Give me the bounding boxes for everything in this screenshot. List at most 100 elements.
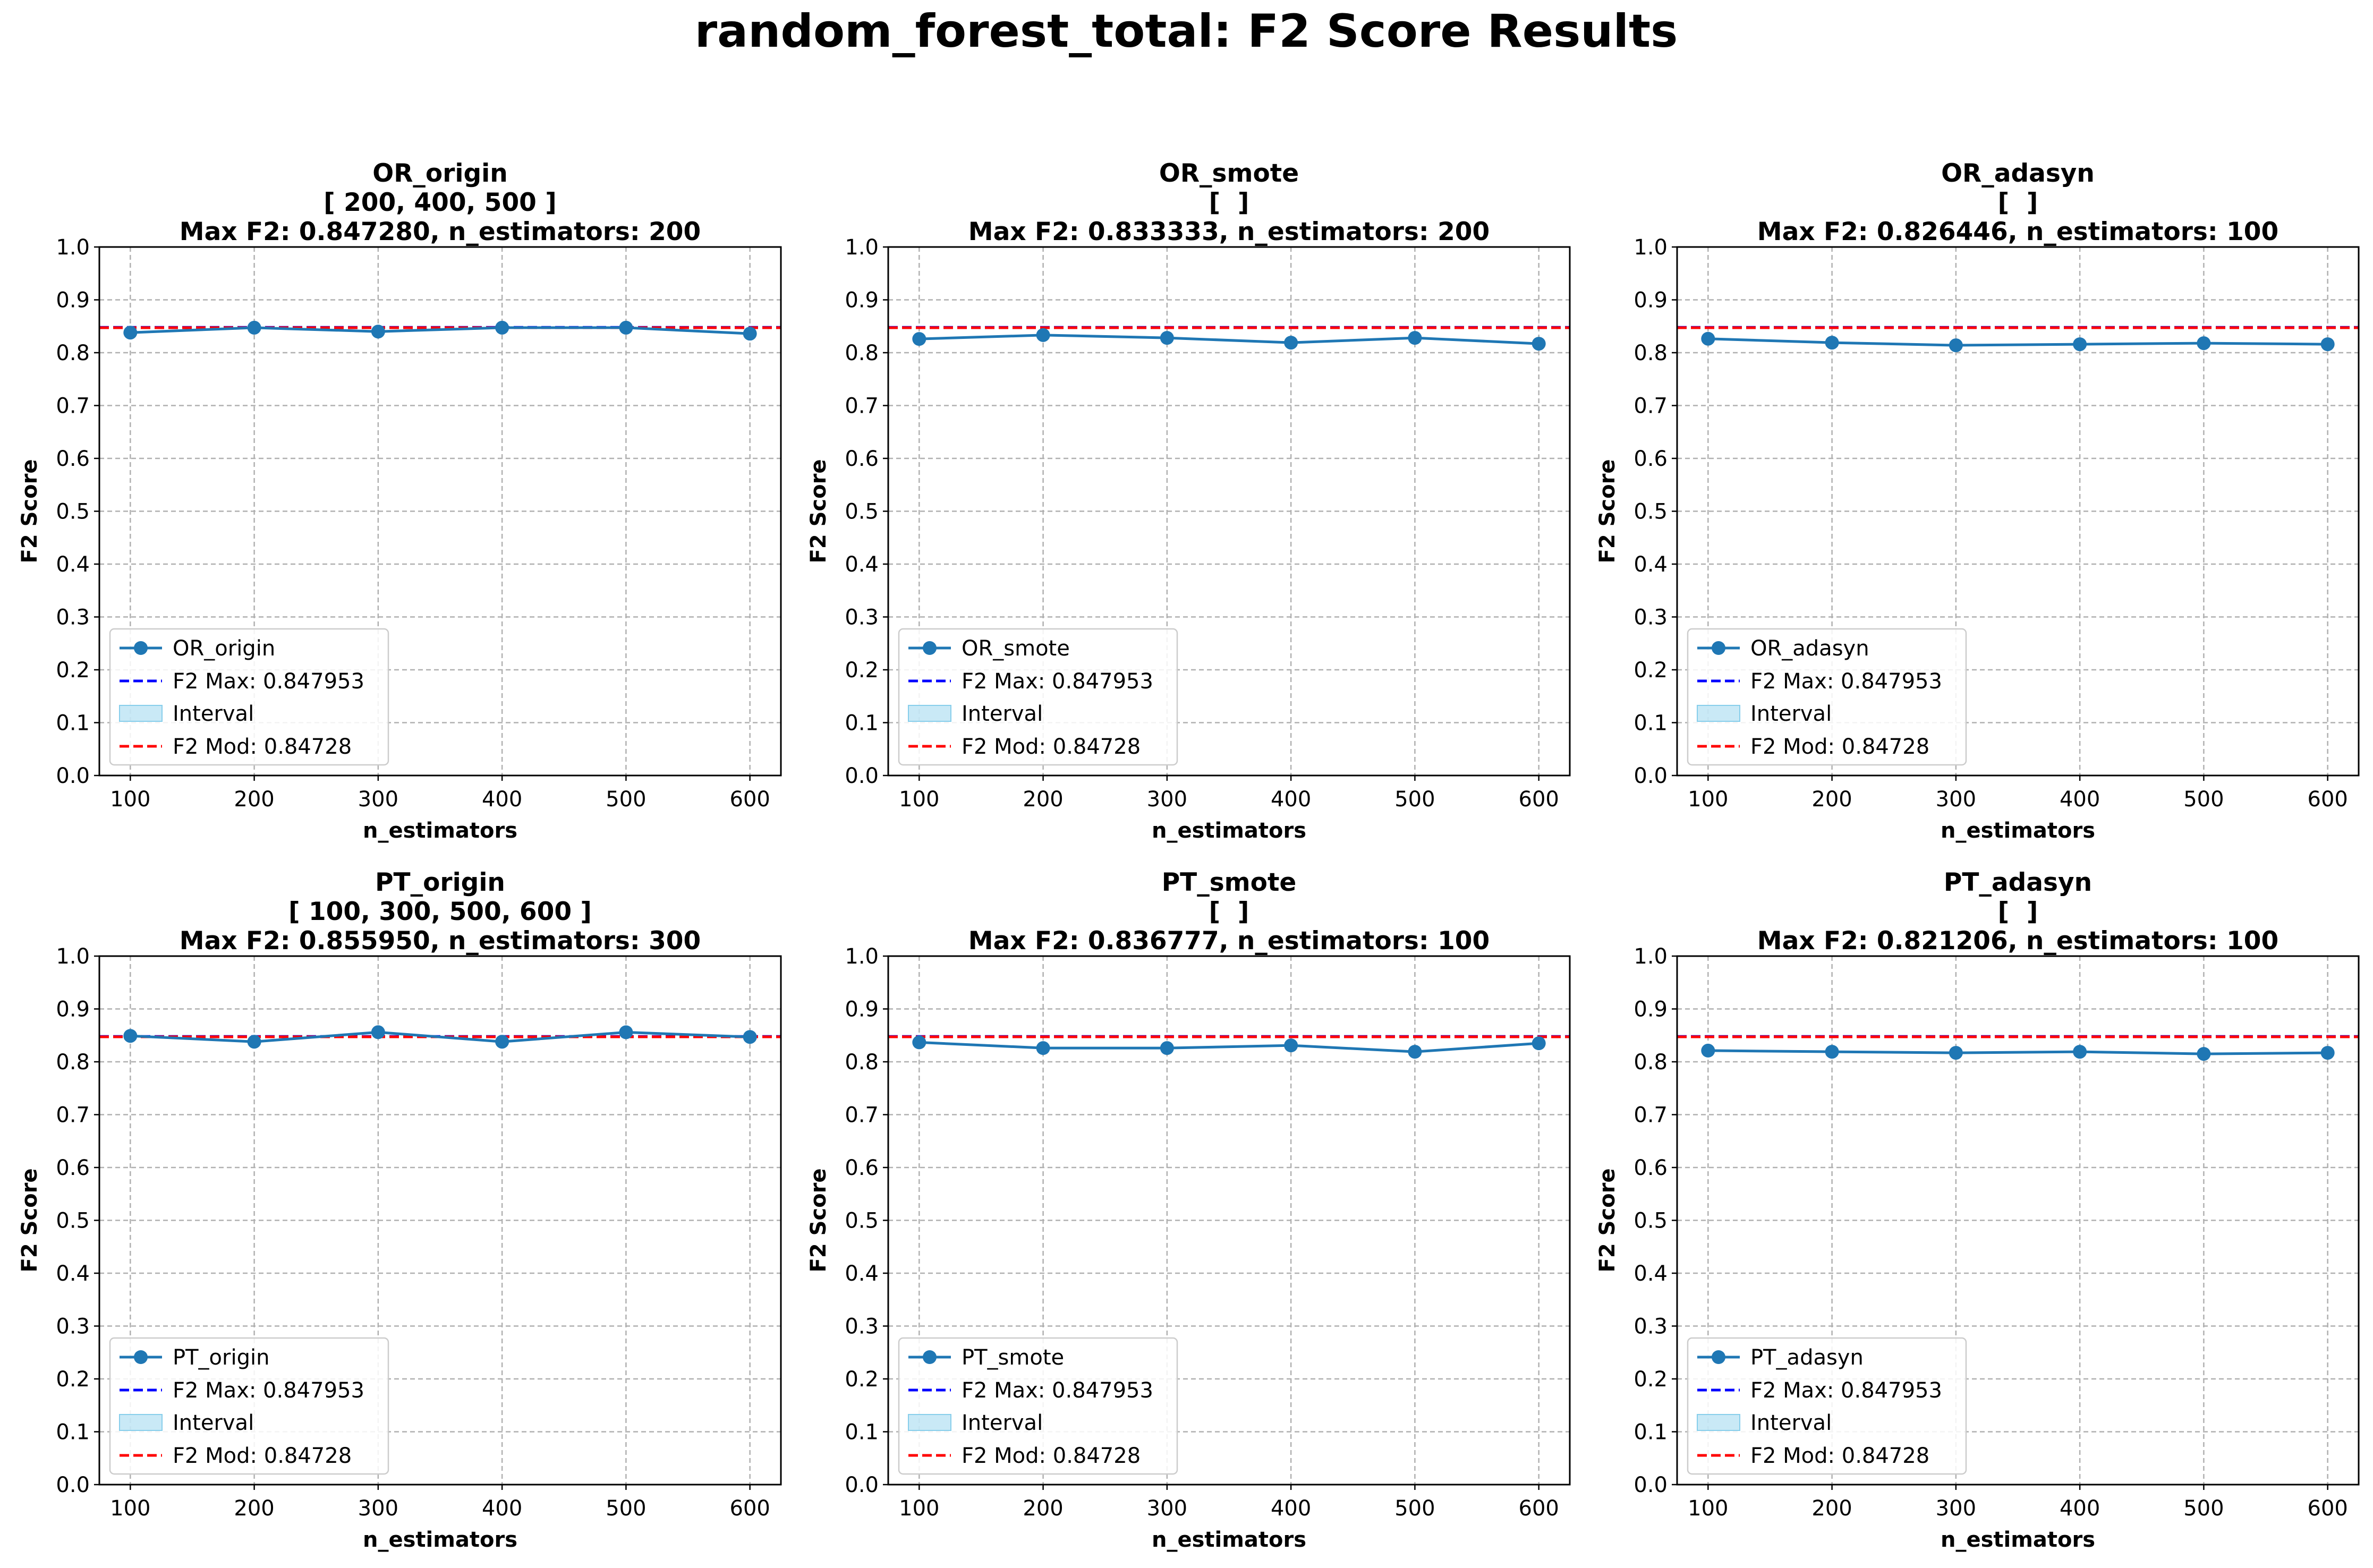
y-tick-label: 0.3 <box>845 1315 879 1339</box>
x-tick-label: 600 <box>1519 787 1559 812</box>
data-point <box>123 1029 138 1043</box>
x-tick-label: 200 <box>234 787 274 812</box>
subplot-subtitle: [ ] <box>1209 188 1249 217</box>
subplot-subtitle: [ ] <box>1209 897 1249 926</box>
x-tick-label: 100 <box>899 787 939 812</box>
data-point <box>2197 1047 2211 1061</box>
data-point <box>1701 1043 1715 1058</box>
legend-series-label: OR_smote <box>962 636 1070 661</box>
y-tick-label: 0.2 <box>56 1367 90 1392</box>
data-point <box>912 332 926 346</box>
legend: PT_origin F2 Max: 0.847953 Interval F2 Mod:… <box>109 1337 389 1475</box>
legend-series-marker <box>1712 1350 1725 1364</box>
y-tick-label: 0.9 <box>845 998 879 1022</box>
x-tick-label: 100 <box>899 1496 939 1521</box>
legend-series-label: PT_smote <box>962 1345 1064 1370</box>
y-tick-label: 0.0 <box>1634 764 1668 788</box>
y-tick-label: 0.4 <box>1634 552 1668 577</box>
x-tick-label: 500 <box>1394 787 1435 812</box>
x-tick-label: 200 <box>1023 787 1063 812</box>
y-tick-label: 0.6 <box>56 1156 90 1180</box>
y-tick-label: 0.5 <box>56 500 90 524</box>
subplot-OR_smote: OR_smote[ ]Max F2: 0.833333, n_estimator… <box>806 159 1571 843</box>
series-line <box>919 1041 1539 1053</box>
series-line <box>919 334 1539 345</box>
x-tick-label: 400 <box>2060 1496 2100 1521</box>
axes-frame <box>1676 246 2360 777</box>
x-tick-label: 100 <box>1688 1496 1728 1521</box>
legend-interval-swatch <box>908 705 951 722</box>
axes-frame <box>887 246 1571 777</box>
x-tick-label: 500 <box>1394 1496 1435 1521</box>
legend: OR_smote F2 Max: 0.847953 Interval F2 Mod: … <box>898 628 1178 766</box>
y-tick-label: 0.1 <box>56 711 90 736</box>
legend-f2-max-label: F2 Max: 0.847953 <box>1750 1378 1942 1403</box>
subplot-title: OR_origin <box>372 159 507 188</box>
y-tick-label: 0.2 <box>845 658 879 683</box>
y-tick-label: 0.9 <box>1634 998 1668 1022</box>
x-tick-label: 600 <box>1519 1496 1559 1521</box>
y-tick-label: 0.6 <box>845 1156 879 1180</box>
subplot-max-label: Max F2: 0.847280, n_estimators: 200 <box>180 217 701 246</box>
y-tick-label: 0.8 <box>1634 341 1668 365</box>
y-tick-label: 0.0 <box>845 764 879 788</box>
x-tick-label: 500 <box>606 1496 646 1521</box>
y-tick-label: 0.1 <box>1634 711 1668 736</box>
y-axis-label: F2 Score <box>806 459 831 564</box>
legend-series-label: PT_origin <box>173 1345 269 1370</box>
y-tick-label: 0.7 <box>845 1103 879 1128</box>
data-point <box>1949 1046 1963 1060</box>
x-tick-label: 200 <box>234 1496 274 1521</box>
legend-f2-max-label: F2 Max: 0.847953 <box>962 669 1153 694</box>
legend-series-marker <box>134 641 148 655</box>
y-tick-label: 1.0 <box>56 235 90 260</box>
data-point <box>1160 331 1174 345</box>
subplot-OR_adasyn: OR_adasyn[ ]Max F2: 0.826446, n_estimato… <box>1595 159 2360 843</box>
data-point <box>1036 328 1050 342</box>
y-tick-label: 0.2 <box>1634 658 1668 683</box>
y-tick-label: 0.1 <box>845 1420 879 1445</box>
y-tick-label: 1.0 <box>845 235 879 260</box>
y-tick-label: 0.3 <box>56 1315 90 1339</box>
y-tick-label: 0.0 <box>56 1473 90 1497</box>
x-axis-label: n_estimators <box>1941 819 2095 843</box>
data-point <box>1532 1036 1546 1051</box>
y-tick-label: 0.4 <box>845 552 879 577</box>
y-axis-label: F2 Score <box>1595 459 1620 564</box>
y-tick-label: 0.7 <box>56 394 90 419</box>
y-tick-label: 0.8 <box>56 1050 90 1075</box>
x-axis-label: n_estimators <box>1152 1528 1306 1552</box>
legend: OR_origin F2 Max: 0.847953 Interval F2 Mod:… <box>109 628 389 766</box>
x-tick-label: 600 <box>730 787 770 812</box>
y-tick-label: 0.3 <box>1634 1315 1668 1339</box>
data-point <box>1825 1045 1839 1059</box>
y-tick-label: 0.7 <box>1634 394 1668 419</box>
series-line <box>130 1030 750 1043</box>
y-axis-label: F2 Score <box>1595 1169 1620 1273</box>
legend-box <box>898 628 1178 766</box>
legend-interval-swatch <box>908 1414 951 1431</box>
subplot-OR_origin: OR_origin[ 200, 400, 500 ]Max F2: 0.8472… <box>18 159 782 843</box>
legend-interval-label: Interval <box>173 702 254 726</box>
figure-title: random_forest_total: F2 Score Results <box>695 5 1678 58</box>
legend-box <box>1687 1337 1967 1475</box>
x-tick-label: 100 <box>110 1496 150 1521</box>
data-point <box>1532 337 1546 351</box>
legend-f2-mod-label: F2 Mod: 0.84728 <box>962 735 1141 759</box>
y-tick-label: 0.6 <box>845 447 879 471</box>
data-point <box>1284 1038 1298 1053</box>
y-tick-label: 0.0 <box>845 1473 879 1497</box>
y-tick-label: 0.8 <box>845 1050 879 1075</box>
legend-box <box>109 628 389 766</box>
legend-interval-label: Interval <box>1750 702 1832 726</box>
x-tick-label: 200 <box>1811 787 1852 812</box>
legend-f2-mod-label: F2 Mod: 0.84728 <box>173 1444 352 1468</box>
subplot-subtitle: [ 100, 300, 500, 600 ] <box>288 897 592 926</box>
legend-series-marker <box>923 641 937 655</box>
data-point <box>619 1025 633 1039</box>
x-tick-label: 400 <box>1271 1496 1311 1521</box>
y-tick-label: 0.4 <box>56 1262 90 1286</box>
axes-frame <box>1676 955 2360 1486</box>
legend-interval-label: Interval <box>962 1411 1043 1435</box>
y-tick-label: 0.7 <box>845 394 879 419</box>
